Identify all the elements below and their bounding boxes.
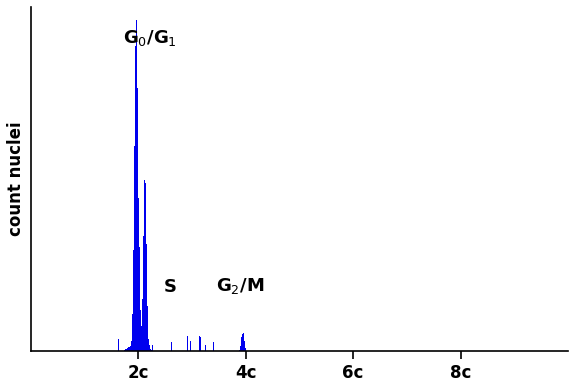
- Text: S: S: [164, 278, 177, 296]
- Y-axis label: count nuclei: count nuclei: [7, 122, 25, 236]
- Text: G$_2$/M: G$_2$/M: [216, 276, 264, 296]
- Text: G$_0$/G$_1$: G$_0$/G$_1$: [123, 28, 177, 48]
